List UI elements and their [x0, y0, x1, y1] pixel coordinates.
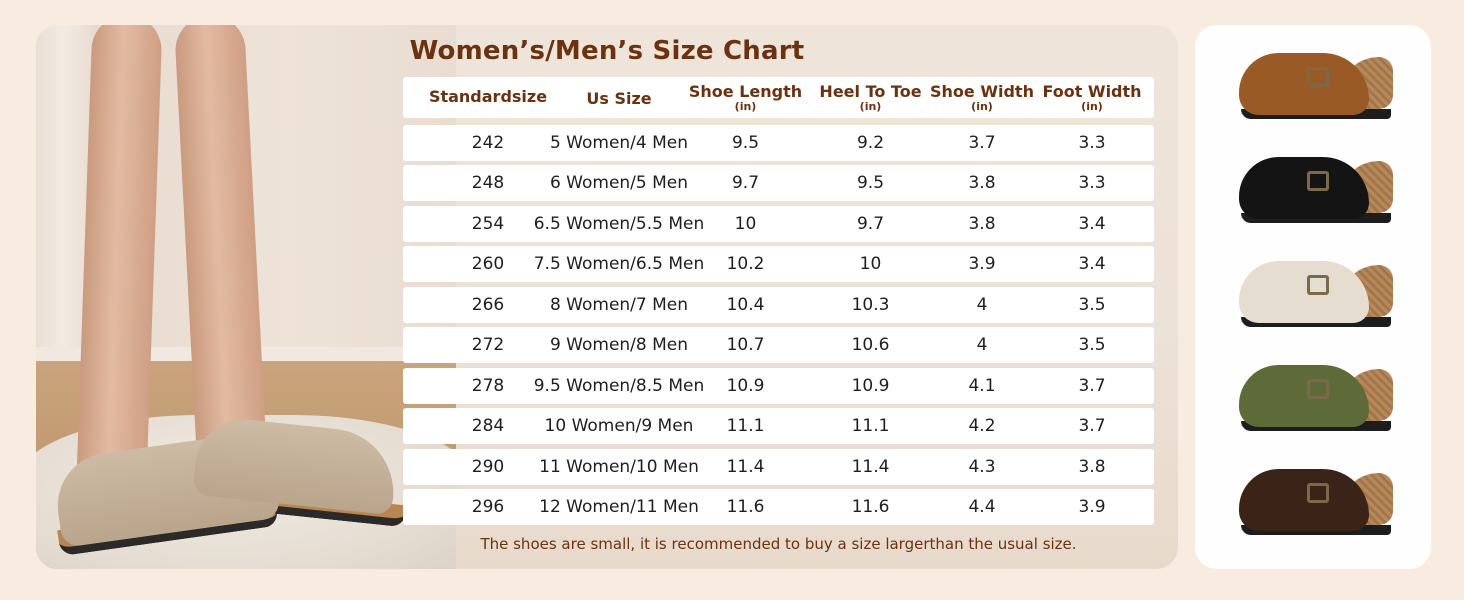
- cell-us-size: 7.5 Women/6.5 Men: [533, 254, 705, 274]
- sizing-note: The shoes are small, it is recommended t…: [480, 535, 1077, 553]
- cell-shoe-length: 10.4: [726, 295, 765, 315]
- cell-shoe-width: 4.1: [968, 376, 996, 396]
- cell-heel-to-toe: 9.2: [856, 133, 885, 153]
- cell-heel-to-toe: 9.7: [856, 214, 885, 234]
- cell-shoe-length: 10.9: [726, 376, 765, 396]
- cell-us-size: 10 Women/9 Men: [544, 416, 694, 436]
- cell-shoe-width: 4.4: [968, 497, 996, 517]
- table-row: 284 10 Women/9 Men 11.1 11.1 4.2 3.7: [403, 408, 1154, 444]
- cell-shoe-length: 10.7: [726, 335, 765, 355]
- cell-foot-width: 3.3: [1078, 133, 1106, 153]
- cell-foot-width: 3.7: [1078, 376, 1106, 396]
- cell-heel-to-toe: 11.1: [851, 416, 890, 436]
- header-foot-width: Foot Width (in): [1042, 82, 1142, 113]
- chart-title: Women’s/Men’s Size Chart: [409, 36, 805, 66]
- header-us-size: Us Size: [586, 89, 652, 108]
- table-row: 290 11 Women/10 Men 11.4 11.4 4.3 3.8: [403, 449, 1154, 485]
- cell-shoe-width: 3.7: [968, 133, 996, 153]
- cell-us-size: 6.5 Women/5.5 Men: [533, 214, 705, 234]
- cell-shoe-length: 10: [734, 214, 757, 234]
- table-row: 242 5 Women/4 Men 9.5 9.2 3.7 3.3: [403, 125, 1154, 161]
- cell-standardsize: 266: [471, 295, 505, 315]
- cell-foot-width: 3.8: [1078, 457, 1106, 477]
- clog-beige: [1239, 251, 1395, 339]
- cell-shoe-width: 3.8: [968, 173, 996, 193]
- cell-shoe-width: 4: [976, 295, 988, 315]
- cell-heel-to-toe: 10: [859, 254, 882, 274]
- cell-heel-to-toe: 10.3: [851, 295, 890, 315]
- cell-shoe-length: 11.1: [726, 416, 765, 436]
- cell-heel-to-toe: 9.5: [856, 173, 885, 193]
- header-shoe-length: Shoe Length (in): [688, 82, 803, 113]
- cell-shoe-width: 4.2: [968, 416, 996, 436]
- cell-standardsize: 242: [471, 133, 505, 153]
- table-header-row: Standardsize Us Size Shoe Length (in) He…: [403, 77, 1154, 118]
- cell-foot-width: 3.3: [1078, 173, 1106, 193]
- cell-shoe-width: 3.9: [968, 254, 996, 274]
- cell-shoe-length: 9.7: [731, 173, 760, 193]
- table-row: 254 6.5 Women/5.5 Men 10 9.7 3.8 3.4: [403, 206, 1154, 242]
- cell-us-size: 8 Women/7 Men: [549, 295, 689, 315]
- cell-standardsize: 272: [471, 335, 505, 355]
- cell-us-size: 5 Women/4 Men: [549, 133, 689, 153]
- cell-heel-to-toe: 10.9: [851, 376, 890, 396]
- clog-black: [1239, 147, 1395, 235]
- header-shoe-width: Shoe Width (in): [930, 82, 1034, 113]
- cell-shoe-width: 3.8: [968, 214, 996, 234]
- cell-shoe-width: 4: [976, 335, 988, 355]
- cell-us-size: 11 Women/10 Men: [539, 457, 699, 477]
- header-heel-to-toe: Heel To Toe (in): [819, 82, 922, 113]
- clog-dark-brown: [1239, 459, 1395, 547]
- table-row: 272 9 Women/8 Men 10.7 10.6 4 3.5: [403, 327, 1154, 363]
- cell-foot-width: 3.9: [1078, 497, 1106, 517]
- cell-shoe-width: 4.3: [968, 457, 996, 477]
- cell-foot-width: 3.5: [1078, 295, 1106, 315]
- cell-standardsize: 278: [471, 376, 505, 396]
- clog-brown: [1239, 43, 1395, 131]
- table-row: 296 12 Women/11 Men 11.6 11.6 4.4 3.9: [403, 489, 1154, 525]
- cell-shoe-length: 10.2: [726, 254, 765, 274]
- clog-olive: [1239, 355, 1395, 443]
- cell-foot-width: 3.4: [1078, 214, 1106, 234]
- product-photo: [36, 25, 456, 569]
- cell-foot-width: 3.4: [1078, 254, 1106, 274]
- table-row: 248 6 Women/5 Men 9.7 9.5 3.8 3.3: [403, 165, 1154, 201]
- cell-shoe-length: 11.6: [726, 497, 765, 517]
- cell-heel-to-toe: 10.6: [851, 335, 890, 355]
- cell-heel-to-toe: 11.6: [851, 497, 890, 517]
- header-standardsize: Standardsize: [428, 87, 548, 106]
- cell-shoe-length: 9.5: [731, 133, 760, 153]
- table-row: 278 9.5 Women/8.5 Men 10.9 10.9 4.1 3.7: [403, 368, 1154, 404]
- cell-standardsize: 290: [471, 457, 505, 477]
- cell-foot-width: 3.5: [1078, 335, 1106, 355]
- cell-standardsize: 248: [471, 173, 505, 193]
- table-row: 266 8 Women/7 Men 10.4 10.3 4 3.5: [403, 287, 1154, 323]
- cell-shoe-length: 11.4: [726, 457, 765, 477]
- cell-standardsize: 260: [471, 254, 505, 274]
- cell-foot-width: 3.7: [1078, 416, 1106, 436]
- table-row: 260 7.5 Women/6.5 Men 10.2 10 3.9 3.4: [403, 246, 1154, 282]
- cell-standardsize: 254: [471, 214, 505, 234]
- cell-us-size: 12 Women/11 Men: [539, 497, 699, 517]
- cell-heel-to-toe: 11.4: [851, 457, 890, 477]
- cell-us-size: 9.5 Women/8.5 Men: [533, 376, 705, 396]
- cell-us-size: 6 Women/5 Men: [549, 173, 689, 193]
- cell-standardsize: 284: [471, 416, 505, 436]
- cell-us-size: 9 Women/8 Men: [549, 335, 689, 355]
- cell-standardsize: 296: [471, 497, 505, 517]
- color-variants-panel: [1195, 25, 1431, 569]
